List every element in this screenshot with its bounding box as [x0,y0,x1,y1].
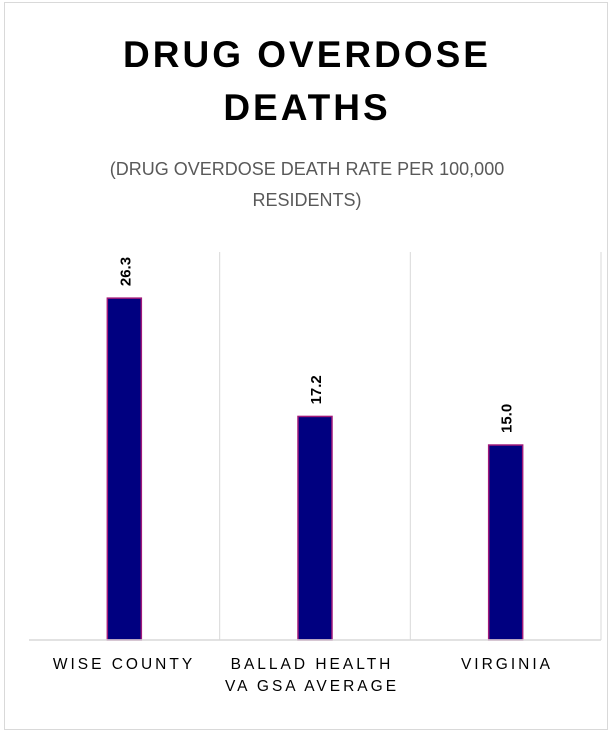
bar-1 [106,297,143,641]
data-label-1: 26.3 [117,257,134,286]
x-category-label-1: WISE COUNTY [52,656,196,673]
data-label-3: 15.0 [499,404,516,433]
x-category-label-2: BALLAD HEALTH VA GSA AVERAGE [224,656,400,695]
bar-2 [297,415,333,641]
data-label-2: 17.2 [308,375,325,404]
x-category-label-3: VIRGINIA [460,656,554,673]
chart-subtitle: (DRUG OVERDOSE DEATH RATE PER 100,000 RE… [109,159,505,210]
bar-3 [487,444,524,641]
chart-title: DRUG OVERDOSE DEATHS [123,34,491,128]
title-block: DRUG OVERDOSE DEATHS (DRUG OVERDOSE DEAT… [0,28,614,216]
